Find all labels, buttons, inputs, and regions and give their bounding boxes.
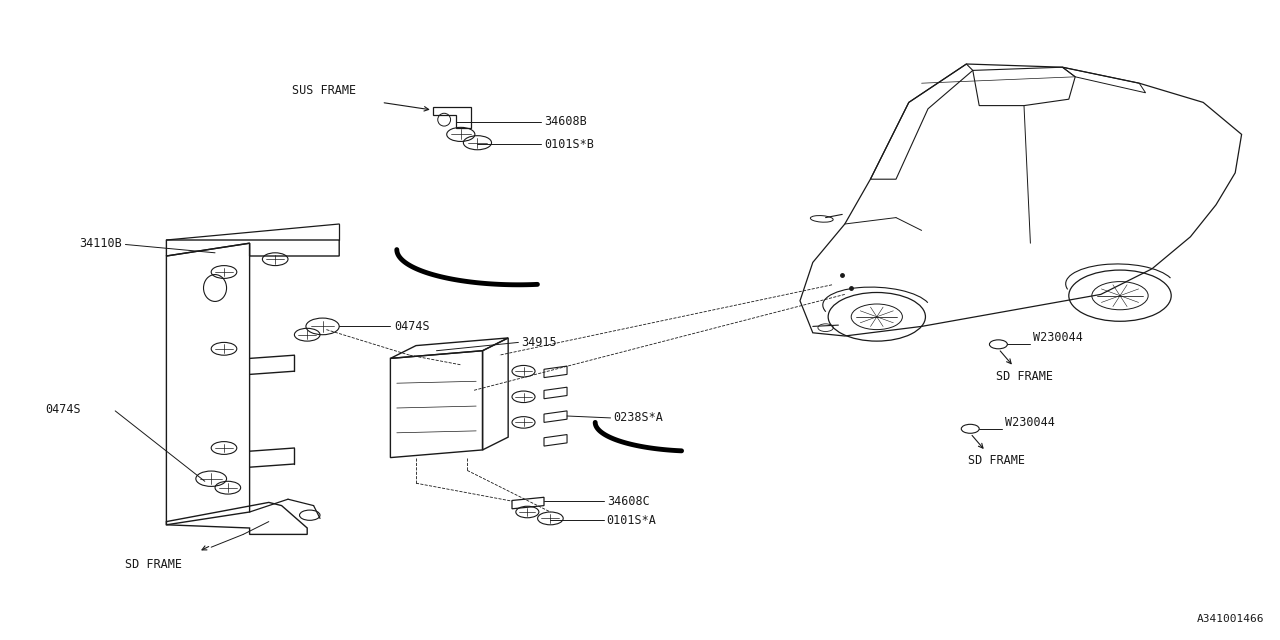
Text: A341001466: A341001466 (1197, 614, 1265, 624)
Text: 0474S: 0474S (394, 320, 430, 333)
Text: W230044: W230044 (1033, 332, 1083, 344)
Text: 0101S*A: 0101S*A (607, 514, 657, 527)
Text: 0474S: 0474S (45, 403, 81, 416)
Text: 0101S*B: 0101S*B (544, 138, 594, 150)
Text: 34110B: 34110B (79, 237, 122, 250)
Text: 34608B: 34608B (544, 115, 586, 128)
Text: SUS FRAME: SUS FRAME (292, 84, 356, 97)
Text: SD FRAME: SD FRAME (996, 370, 1053, 383)
Text: 34915: 34915 (521, 336, 557, 349)
Text: 0238S*A: 0238S*A (613, 412, 663, 424)
Text: SD FRAME: SD FRAME (968, 454, 1025, 467)
Text: SD FRAME: SD FRAME (125, 558, 183, 571)
Text: 34608C: 34608C (607, 495, 649, 508)
Text: W230044: W230044 (1005, 416, 1055, 429)
